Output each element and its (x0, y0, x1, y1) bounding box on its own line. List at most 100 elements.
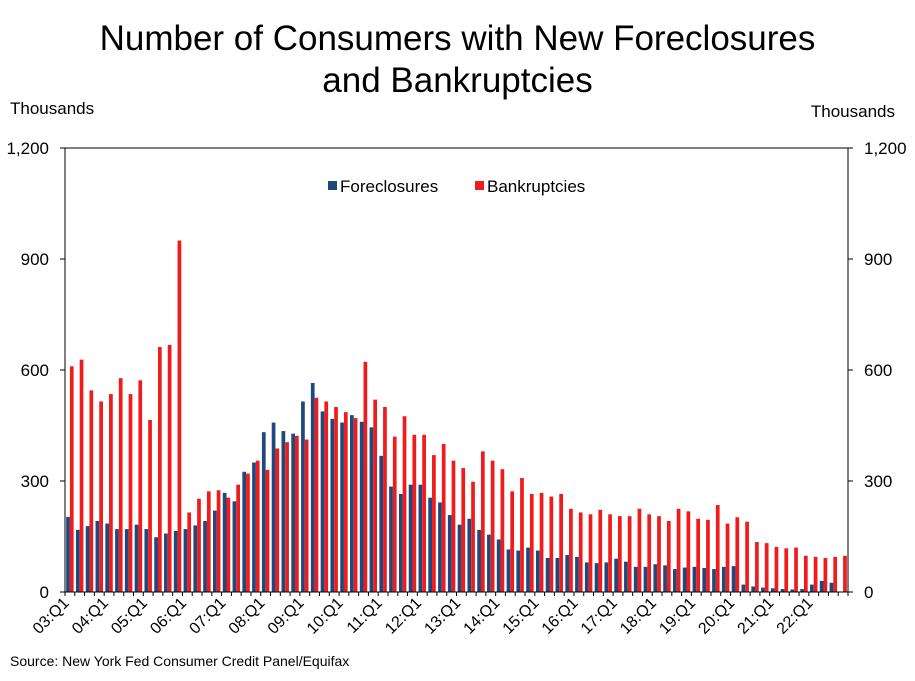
bankruptcies-bar (148, 419, 152, 592)
bankruptcies-bar (666, 520, 671, 592)
bankruptcies-bar (715, 505, 720, 592)
bankruptcies-bar (725, 523, 730, 592)
bankruptcies-bar (432, 455, 436, 592)
bankruptcies-bar (373, 399, 378, 592)
foreclosures-bar (800, 589, 804, 592)
bankruptcies-bar (764, 543, 769, 592)
foreclosures-bar (790, 589, 795, 592)
chart-title-line1: Number of Consumers with New Foreclosure… (99, 19, 816, 58)
bankruptcies-bar (676, 508, 681, 592)
bankruptcies-bar (745, 521, 749, 592)
x-tick-label: 13:Q1 (421, 595, 464, 638)
foreclosures-bar (633, 566, 638, 592)
x-tick-label: 20:Q1 (695, 595, 738, 638)
bankruptcies-bar (236, 484, 240, 592)
foreclosures-bar (115, 529, 119, 592)
bankruptcies-bar (500, 469, 505, 592)
foreclosures-bar (310, 382, 315, 592)
foreclosures-bar (682, 567, 687, 592)
bankruptcies-bar (598, 509, 603, 592)
foreclosures-bar (594, 563, 599, 592)
foreclosures-bar (261, 432, 266, 592)
x-tick-label: 21:Q1 (735, 595, 778, 638)
bankruptcies-bar (402, 416, 407, 592)
bankruptcies-bar (128, 394, 133, 592)
foreclosures-bar (829, 582, 834, 592)
x-tick-label: 10:Q1 (304, 595, 347, 638)
bankruptcies-bar (353, 418, 358, 592)
foreclosures-bar (584, 562, 589, 592)
y-tick-label-left: 300 (21, 472, 49, 491)
foreclosures-bar (702, 567, 707, 592)
bankruptcies-bar (216, 490, 221, 592)
foreclosures-bar (222, 492, 227, 592)
legend-swatch-bankruptcies (475, 181, 484, 190)
foreclosures-bar (467, 518, 472, 592)
foreclosures-bar (614, 558, 618, 592)
chart-title: Number of Consumers with New Foreclosure… (0, 18, 915, 102)
foreclosures-bar (144, 529, 149, 592)
bankruptcies-bar (588, 514, 593, 592)
bankruptcies-bar (608, 514, 612, 592)
foreclosures-bar (330, 418, 335, 592)
y-tick-label-right: 600 (864, 361, 892, 380)
foreclosures-bar (75, 529, 80, 592)
y-tick-label-left: 600 (21, 361, 49, 380)
foreclosures-bar (653, 564, 658, 592)
foreclosures-bar (193, 525, 198, 592)
x-tick-label: 03:Q1 (30, 595, 73, 638)
x-tick-label: 08:Q1 (226, 595, 269, 638)
bankruptcies-bar (774, 546, 779, 592)
foreclosures-bar (545, 557, 550, 592)
chart-title-line2: and Bankruptcies (322, 61, 593, 100)
bankruptcies-bar (559, 493, 563, 592)
foreclosures-bar (555, 557, 560, 592)
foreclosures-bar (731, 566, 736, 592)
y-tick-label-left: 0 (40, 583, 49, 602)
bankruptcies-bar (686, 511, 691, 592)
bankruptcies-bar (89, 390, 94, 592)
foreclosures-bar (252, 462, 256, 592)
bankruptcies-bar (637, 508, 642, 592)
foreclosures-bar (350, 415, 354, 592)
y-tick-label-right: 0 (864, 583, 873, 602)
foreclosures-bar (369, 427, 374, 592)
bankruptcies-bar (383, 407, 387, 592)
y-tick-label-right: 300 (864, 472, 892, 491)
y-tick-label-left: 900 (21, 250, 49, 269)
foreclosures-bar (66, 516, 70, 592)
bankruptcies-bar (167, 344, 172, 592)
foreclosures-bar (721, 566, 726, 592)
foreclosures-bar (398, 493, 403, 592)
bankruptcies-bar (69, 366, 74, 592)
x-tick-label: 04:Q1 (69, 595, 112, 638)
right-axis-unit: Thousands (810, 102, 895, 121)
bankruptcies-bar (304, 439, 309, 592)
bankruptcies-bar (794, 547, 798, 592)
foreclosures-bar (673, 569, 677, 592)
bankruptcies-bar (187, 512, 192, 592)
x-tick-label: 22:Q1 (774, 595, 817, 638)
foreclosures-bar (212, 510, 217, 592)
foreclosures-bar (340, 422, 344, 592)
foreclosures-bar (379, 455, 384, 592)
foreclosures-bar (496, 539, 501, 592)
bankruptcies-bar (843, 555, 847, 592)
foreclosures-bar (770, 588, 775, 592)
bankruptcies-bar (392, 436, 397, 592)
x-tick-label: 05:Q1 (108, 595, 151, 638)
foreclosures-bar (418, 484, 423, 592)
foreclosures-bar (154, 537, 158, 592)
y-tick-label-right: 1,200 (864, 139, 907, 158)
bankruptcies-bar (657, 516, 661, 592)
bankruptcies-bar (549, 496, 554, 592)
foreclosures-bar (575, 556, 579, 592)
foreclosures-bar (134, 524, 139, 592)
bankruptcies-bar (99, 401, 103, 592)
foreclosures-bar (428, 497, 433, 592)
bankruptcies-bar (79, 359, 84, 592)
bankruptcies-bar (833, 556, 838, 592)
foreclosures-bar (565, 555, 570, 592)
source-note: Source: New York Fed Consumer Credit Pan… (10, 653, 350, 669)
